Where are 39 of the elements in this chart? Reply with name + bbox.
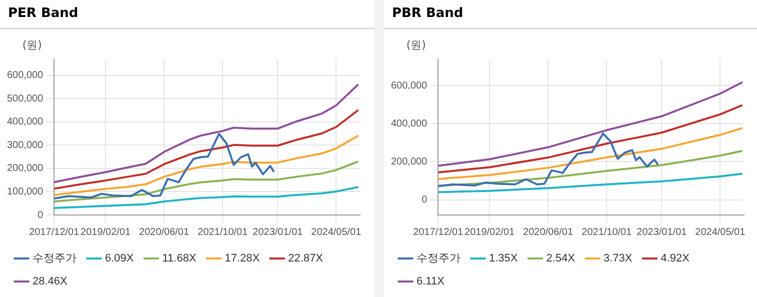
y-tick-label: 400,000 (390, 118, 428, 130)
y-axis-title: (원) (22, 38, 42, 52)
y-tick-label: 0 (38, 210, 44, 221)
y-tick-label: 200,000 (6, 163, 44, 174)
x-tick-label: 2019/02/01 (80, 226, 131, 238)
legend-label: 6.09X (105, 252, 134, 265)
y-tick-label: 600,000 (390, 80, 428, 92)
legend-label: 4.92X (660, 252, 690, 265)
legend-label: 17.28X (224, 252, 260, 265)
y-tick-label: 400,000 (6, 116, 44, 128)
x-tick-label: 2017/12/01 (413, 226, 464, 238)
y-tick-label: 100,000 (6, 186, 44, 198)
legend-label: 3.73X (603, 252, 633, 265)
chart-title: PER Band (0, 0, 374, 29)
legend-label: 2.54X (546, 252, 576, 265)
legend-label: 22.87X (288, 252, 324, 265)
x-tick-label: 2019/02/01 (464, 226, 515, 238)
legend-label: 6.11X (416, 276, 446, 288)
x-tick-label: 2024/05/01 (311, 226, 362, 238)
y-tick-label: 500,000 (6, 93, 44, 104)
x-tick-label: 2023/01/01 (252, 226, 304, 238)
legend-label: 수정주가 (32, 252, 76, 265)
y-tick-label: 300,000 (6, 140, 44, 151)
x-tick-label: 2024/05/01 (695, 226, 746, 238)
x-tick-label: 2023/01/01 (636, 226, 688, 238)
y-tick-label: 200,000 (390, 156, 428, 168)
x-tick-label: 2020/06/01 (523, 226, 574, 238)
y-tick-label: 600,000 (6, 70, 44, 82)
legend-label: 수정주가 (416, 252, 460, 265)
legend-label: 11.68X (162, 252, 197, 265)
legend-label: 1.35X (489, 252, 518, 265)
y-tick-label: 0 (422, 194, 428, 206)
x-tick-label: 2021/10/01 (582, 226, 632, 238)
legend-label: 28.46X (32, 276, 68, 288)
y-axis-title: (원) (406, 38, 426, 52)
chart-title: PBR Band (384, 0, 757, 29)
x-tick-label: 2020/06/01 (139, 226, 190, 238)
x-tick-label: 2017/12/01 (29, 226, 80, 238)
x-tick-label: 2021/10/01 (198, 226, 248, 238)
